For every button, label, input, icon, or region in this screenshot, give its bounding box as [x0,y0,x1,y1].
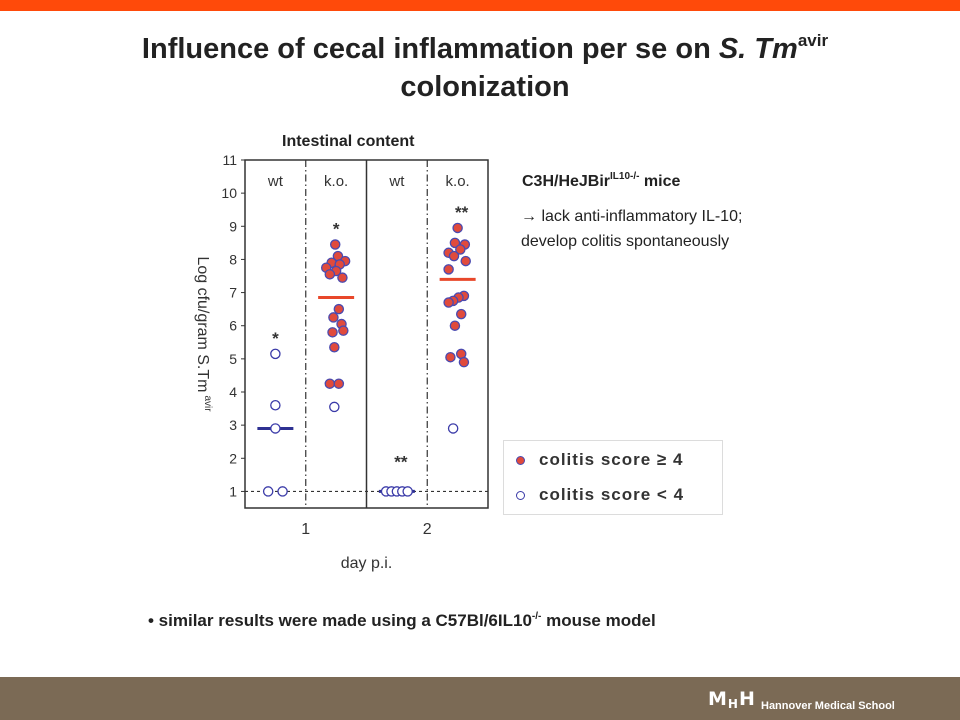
description-line-2: develop colitis spontaneously [521,233,730,250]
data-point-filled [338,325,349,336]
data-point-open [270,348,281,360]
legend-label-open: colitis score < 4 [539,485,685,504]
strain-suffix: mice [639,173,681,190]
x-tick-label: 1 [301,521,310,538]
y-axis-label-sup: avir [202,395,213,412]
x-tick-label: 2 [423,521,432,538]
bullet-icon: • [148,611,154,630]
significance-marker: ** [394,453,408,472]
data-point-open [277,486,288,497]
legend-item-open: colitis score < 4 [516,483,684,507]
mouse-strain-title: C3H/HeJBirIL10-/- mice [522,171,681,191]
institution-name: Hannover Medical School [761,700,895,712]
x-axis-label: day p.i. [341,555,393,572]
y-tick-label: 10 [221,185,237,201]
data-point-filled [448,250,460,262]
data-point-filled [455,244,466,255]
data-point-filled [324,269,336,280]
y-tick-label: 7 [229,285,237,301]
data-point-filled [329,239,341,250]
chart-legend: colitis score ≥ 4 colitis score < 4 [503,440,723,515]
description-line-1: lack anti-inflammatory IL-10; [537,208,743,225]
slide-title: Influence of cecal inflammation per se o… [60,30,910,106]
y-tick-label: 3 [229,417,237,433]
data-point-filled [443,297,454,308]
data-point-filled [337,272,348,283]
data-point-filled [458,356,470,368]
y-tick-label: 5 [229,351,237,367]
y-tick-label: 6 [229,318,237,334]
data-point-filled [328,312,339,323]
title-line-2: colonization [400,71,570,103]
open-circle-icon [516,490,525,500]
data-point-open [270,400,281,411]
data-point-filled [324,378,336,389]
data-point-filled [327,327,338,338]
significance-marker: * [333,220,340,239]
data-point-filled [449,320,461,331]
footer-bar: MHH Hannover Medical School [0,677,960,720]
y-tick-label: 4 [229,384,237,400]
colonization-scatter-chart: 1 2 3 4 5 6 7 8 9 10 11 Log cfu/gram S.Tm avir 1 2 day … [194,152,489,572]
data-point-open [270,423,281,434]
data-point-filled [333,303,345,315]
strain-name: C3H/HeJBir [522,173,611,190]
group-label: wt [388,173,405,190]
significance-marker: ** [455,203,469,222]
bullet-suffix: mouse model [541,611,656,630]
arrow-icon: → [521,208,537,225]
bullet-superscript: -/- [531,611,542,622]
y-tick-label: 1 [229,483,237,499]
data-point-filled [455,308,467,320]
data-point-open [262,486,274,497]
significance-marker: * [272,329,279,348]
data-point-filled [333,378,345,389]
data-point-open [447,423,459,434]
data-point-filled [443,264,454,275]
y-axis-label: Log cfu/gram S.Tm avir [194,256,213,412]
data-point-filled [329,342,340,353]
data-point-open [329,401,340,413]
title-superscript: avir [797,31,829,50]
group-label: k.o. [446,173,470,190]
strain-description: → lack anti-inflammatory IL-10; develop … [521,204,821,254]
data-point-open [402,486,413,497]
strain-superscript: IL10-/- [610,171,640,182]
legend-label-filled: colitis score ≥ 4 [539,450,684,469]
filled-circle-icon [516,455,525,465]
data-point-filled [452,222,463,234]
group-label: k.o. [324,173,348,190]
title-main: Influence of cecal inflammation per se o… [141,33,719,65]
mhh-logo: MHH [708,688,756,711]
legend-item-filled: colitis score ≥ 4 [516,448,683,472]
y-axis-label-main: Log cfu/gram S.Tm [194,256,211,392]
data-point-filled [449,237,461,249]
data-point-filled [445,351,456,363]
bullet-text: similar results were made using a C57Bl/… [153,611,532,630]
top-accent-bar [0,0,960,11]
y-tick-label: 11 [222,152,237,168]
bullet-point: • similar results were made using a C57B… [148,611,656,631]
group-label: wt [267,173,284,190]
y-tick-label: 9 [229,218,237,234]
title-species: S. Tm [718,33,798,65]
panel-caption: Intestinal content [282,133,415,150]
y-tick-label: 2 [229,450,237,466]
y-tick-label: 8 [229,251,237,267]
data-point-filled [460,255,471,267]
